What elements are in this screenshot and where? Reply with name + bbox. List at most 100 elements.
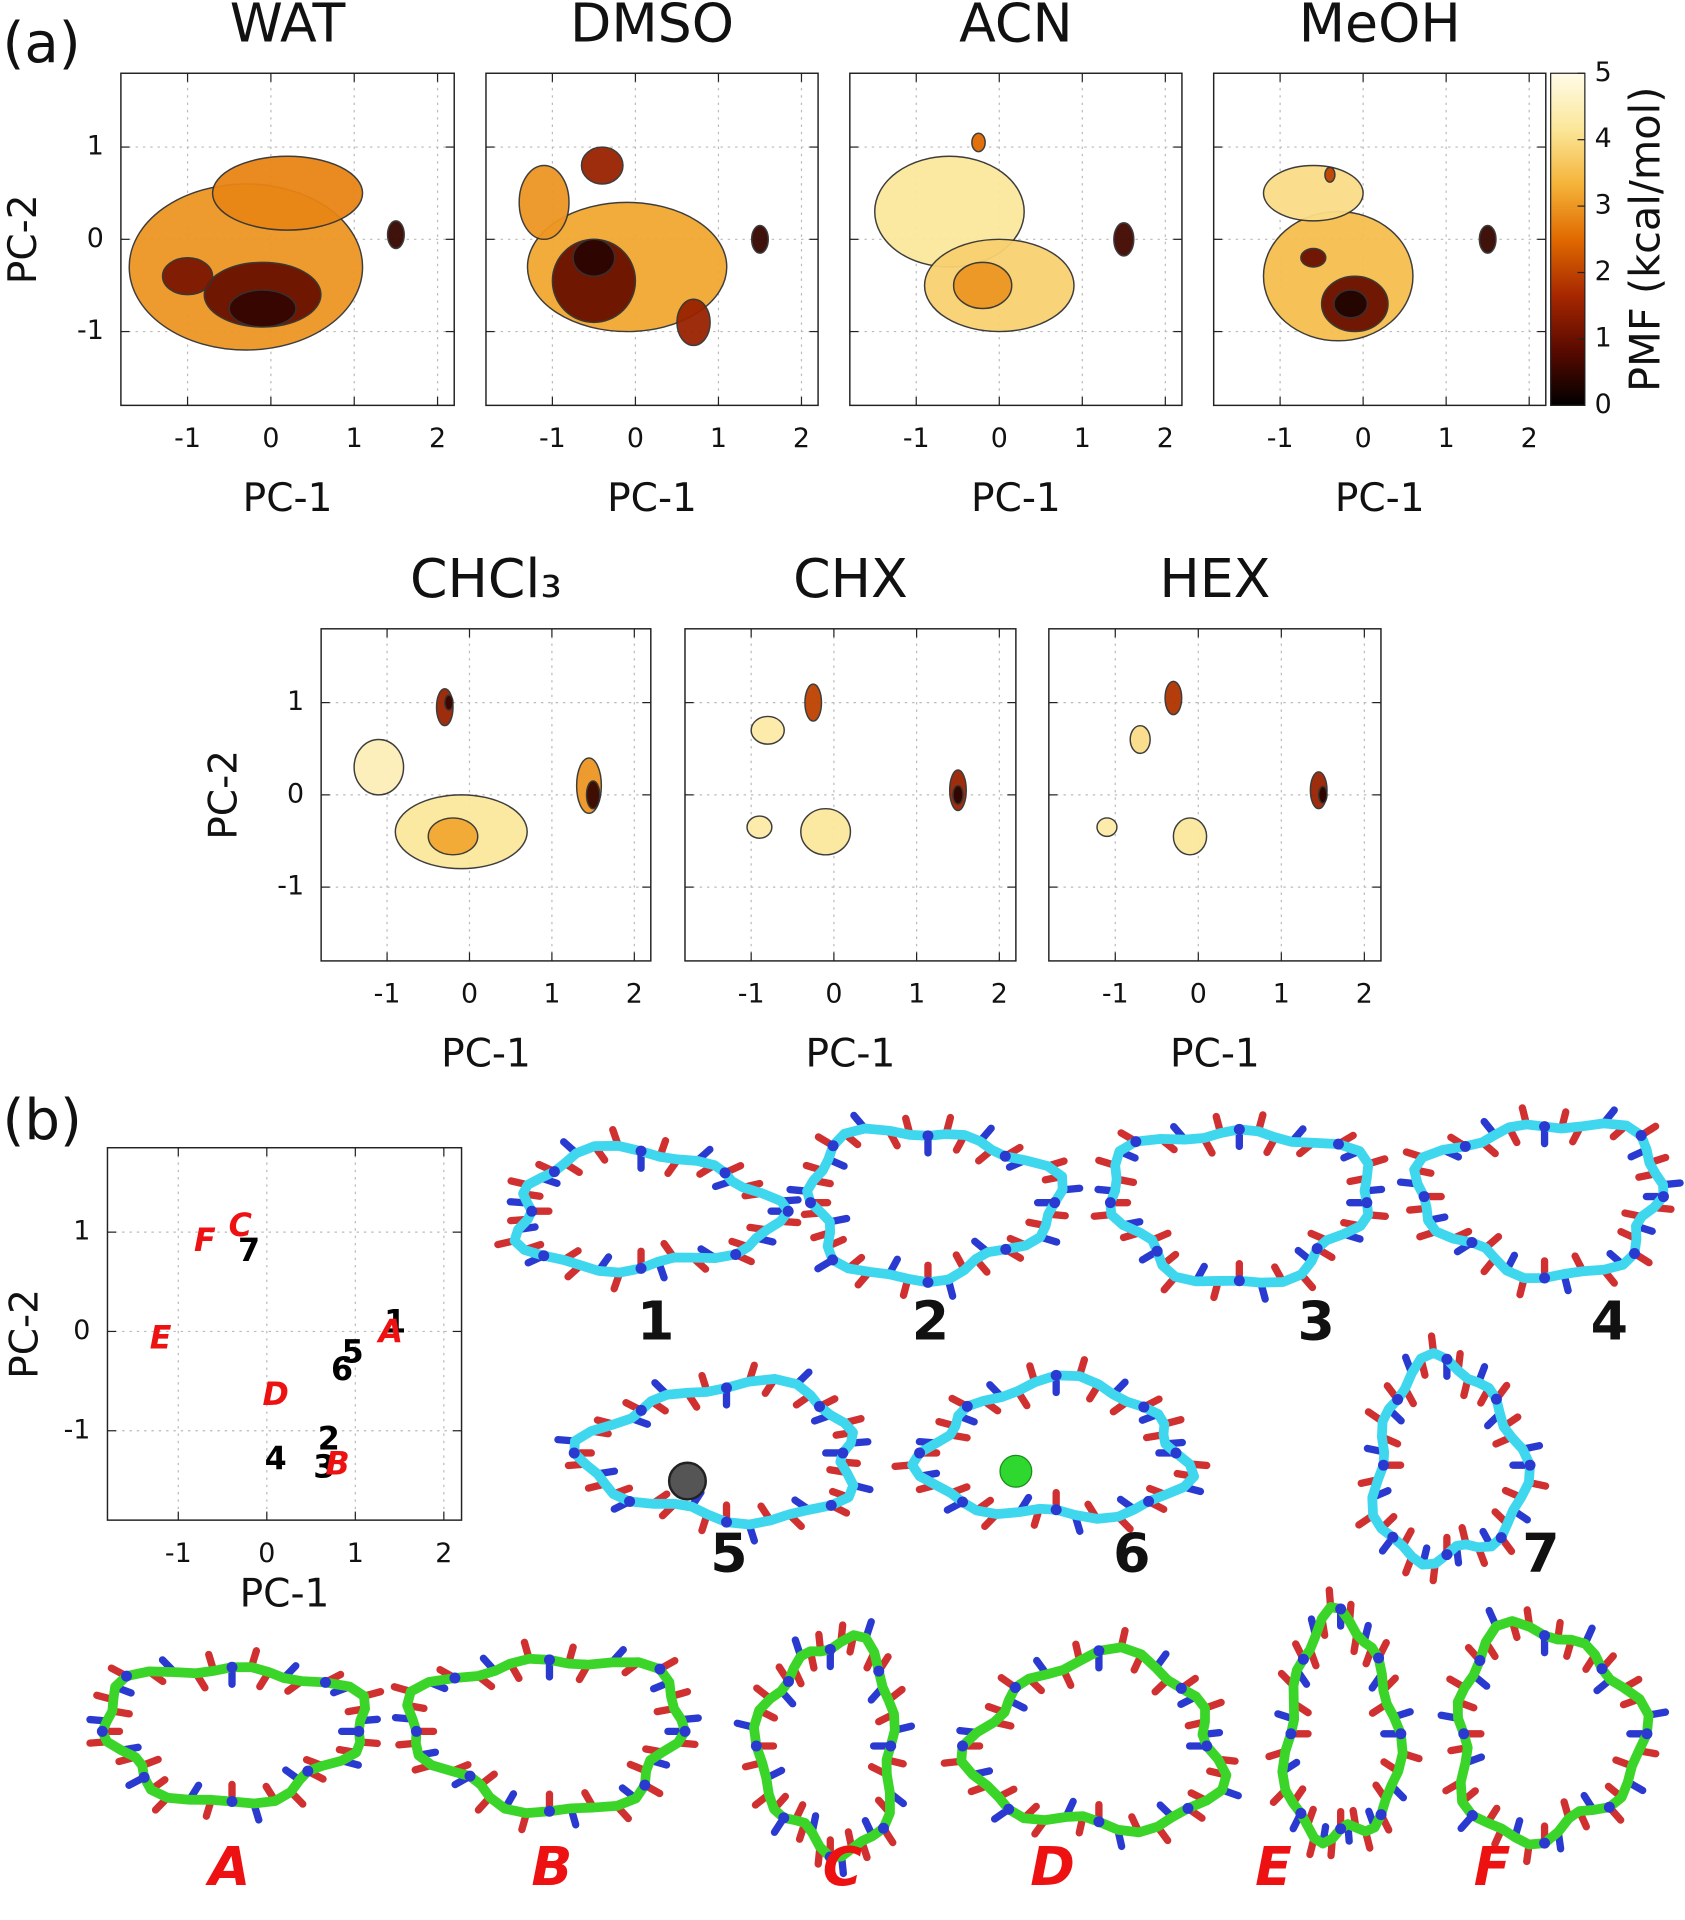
nitrogen bbox=[1441, 1353, 1453, 1365]
point-label: B bbox=[326, 1447, 350, 1483]
nitrogen bbox=[999, 1150, 1011, 1162]
nitrogen bbox=[635, 1145, 647, 1157]
structure-label: F bbox=[1474, 1835, 1511, 1898]
nitrogen bbox=[1295, 1807, 1307, 1819]
x-tick-label: -1 bbox=[738, 979, 765, 1010]
nitrogen bbox=[914, 1447, 926, 1459]
nitrogen bbox=[1539, 1837, 1551, 1849]
nitrogen bbox=[814, 1400, 826, 1412]
nitrogen bbox=[1539, 1630, 1551, 1642]
nitrogen bbox=[1635, 1129, 1647, 1141]
nitrogen bbox=[1466, 1237, 1478, 1249]
nitrogen bbox=[957, 1740, 969, 1752]
plot-frame bbox=[106, 1146, 463, 1521]
pmf-region bbox=[1164, 680, 1183, 716]
nitrogen bbox=[1049, 1197, 1061, 1209]
colorbar-tick-label: 0 bbox=[1595, 389, 1612, 420]
pmf-region bbox=[228, 289, 297, 328]
nitrogen bbox=[825, 1499, 837, 1511]
plot-frame bbox=[120, 72, 455, 407]
plot-area bbox=[1048, 628, 1381, 961]
subplot-title: ACN bbox=[959, 0, 1072, 55]
nitrogen bbox=[121, 1670, 133, 1682]
y-tick-label: 1 bbox=[87, 131, 104, 162]
x-tick-label: 2 bbox=[429, 423, 446, 454]
nitrogen bbox=[1629, 1247, 1641, 1259]
x-axis-label: PC-1 bbox=[240, 1571, 330, 1616]
point-label: A bbox=[375, 1314, 403, 1350]
pmf-region bbox=[580, 146, 624, 185]
nitrogen bbox=[885, 1740, 897, 1752]
y-tick-label: -1 bbox=[64, 1414, 91, 1445]
nitrogen bbox=[449, 1672, 461, 1684]
point-label: 3 bbox=[313, 1449, 335, 1485]
nitrogen bbox=[1641, 1728, 1653, 1740]
nitrogen bbox=[1335, 1823, 1347, 1835]
nitrogen bbox=[302, 1765, 314, 1777]
point-label: 7 bbox=[238, 1233, 260, 1269]
nitrogen bbox=[1233, 1123, 1245, 1135]
pmf-region bbox=[353, 738, 405, 796]
structure-label: 2 bbox=[912, 1289, 949, 1352]
plot-frame bbox=[320, 628, 652, 962]
pmf-region bbox=[746, 815, 773, 839]
nitrogen bbox=[1490, 1393, 1502, 1405]
subplot-title: MeOH bbox=[1299, 0, 1461, 55]
x-tick-label: 1 bbox=[346, 423, 363, 454]
nitrogen bbox=[1050, 1369, 1062, 1381]
nitrogen bbox=[1201, 1740, 1213, 1752]
pmf-region bbox=[1300, 247, 1327, 268]
point-label: 6 bbox=[331, 1352, 353, 1388]
nitrogen bbox=[319, 1676, 331, 1688]
nitrogen bbox=[1392, 1394, 1404, 1406]
nitrogen bbox=[464, 1770, 476, 1782]
x-axis-label: PC-1 bbox=[607, 476, 697, 521]
nitrogen bbox=[635, 1404, 647, 1416]
nitrogen bbox=[1657, 1191, 1669, 1203]
x-tick-label: 2 bbox=[991, 979, 1008, 1010]
pmf-region bbox=[1324, 166, 1336, 183]
pmf-region bbox=[444, 694, 454, 711]
colorbar-tick-label: 5 bbox=[1595, 57, 1612, 88]
structure-label: B bbox=[531, 1835, 572, 1898]
x-tick-label: 0 bbox=[1190, 979, 1207, 1010]
nitrogen bbox=[719, 1167, 731, 1179]
y-tick-label: -1 bbox=[77, 315, 104, 346]
nitrogen bbox=[827, 1254, 839, 1266]
colorbar-tick-label: 3 bbox=[1595, 190, 1612, 221]
nitrogen bbox=[1093, 1816, 1105, 1828]
x-tick-label: 0 bbox=[991, 423, 1008, 454]
subplot-title: CHX bbox=[793, 547, 908, 610]
nitrogen bbox=[1311, 1243, 1323, 1255]
nitrogen bbox=[1000, 1243, 1012, 1255]
nitrogen bbox=[1539, 1121, 1551, 1133]
pmf-region bbox=[676, 298, 711, 347]
y-tick-label: 0 bbox=[87, 223, 104, 254]
plot-frame bbox=[1212, 72, 1547, 407]
x-tick-label: 2 bbox=[1356, 979, 1373, 1010]
y-tick-label: -1 bbox=[277, 871, 304, 902]
structure-label: 7 bbox=[1522, 1521, 1559, 1584]
x-axis-label: PC-1 bbox=[1335, 476, 1425, 521]
y-tick-label: 0 bbox=[287, 778, 304, 809]
point-label: 4 bbox=[265, 1442, 287, 1478]
nitrogen bbox=[1297, 1653, 1309, 1665]
nitrogen bbox=[750, 1740, 762, 1752]
nitrogen bbox=[654, 1663, 666, 1675]
nitrogen bbox=[721, 1382, 733, 1394]
nitrogen bbox=[226, 1796, 238, 1808]
point-label: 1 bbox=[384, 1304, 406, 1340]
x-tick-label: 2 bbox=[626, 979, 643, 1010]
panel-label: (b) bbox=[2, 1088, 81, 1153]
structure-label: 3 bbox=[1298, 1289, 1335, 1352]
x-axis-label: PC-1 bbox=[243, 476, 333, 521]
nitrogen bbox=[730, 1249, 742, 1260]
nitrogen bbox=[138, 1771, 150, 1783]
nitrogen bbox=[1361, 1197, 1373, 1209]
x-tick-label: 1 bbox=[347, 1538, 364, 1569]
pmf-region bbox=[386, 220, 405, 250]
backbone bbox=[802, 1123, 1068, 1288]
nitrogen bbox=[1458, 1728, 1470, 1740]
nitrogen bbox=[1418, 1191, 1430, 1203]
